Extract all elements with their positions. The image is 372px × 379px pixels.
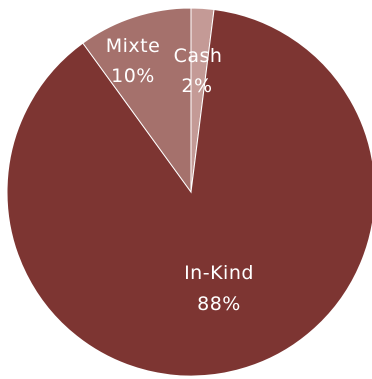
pie-slice-in-kind: [6, 8, 372, 377]
pie-slice-mixte: [82, 7, 192, 194]
slice-label-cash-name: Cash: [174, 45, 223, 67]
slice-label-inkind-name: In-Kind: [184, 262, 254, 284]
pie-labels: Cash 2% In-Kind 88% Mixte 10%: [106, 35, 254, 315]
slice-label-cash-percent: 2%: [181, 75, 212, 97]
slice-label-mixte-name: Mixte: [106, 35, 161, 57]
slice-label-inkind-percent: 88%: [197, 293, 241, 315]
pie-slices: [6, 7, 372, 377]
slice-label-mixte-percent: 10%: [111, 65, 155, 87]
